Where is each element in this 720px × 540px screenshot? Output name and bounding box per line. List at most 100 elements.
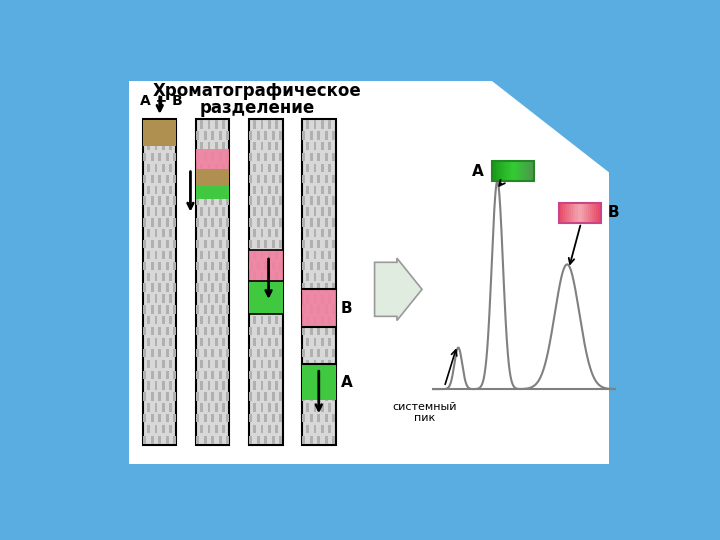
Bar — [249, 197, 252, 205]
Bar — [219, 240, 222, 248]
Bar — [306, 425, 309, 433]
Bar — [155, 273, 158, 281]
Bar — [268, 360, 271, 368]
Bar — [325, 392, 328, 401]
Bar — [253, 294, 256, 303]
Bar — [150, 392, 153, 401]
Bar — [169, 229, 172, 238]
Bar — [264, 414, 267, 422]
Bar — [253, 316, 256, 325]
Bar — [570, 203, 571, 223]
Bar — [143, 240, 146, 248]
Bar — [325, 284, 328, 292]
Bar — [158, 349, 161, 357]
Bar — [271, 370, 274, 379]
Bar — [162, 142, 165, 151]
Bar — [609, 82, 620, 464]
Bar — [276, 294, 279, 303]
Bar — [207, 229, 210, 238]
Bar — [310, 131, 312, 139]
Bar — [328, 273, 331, 281]
Bar — [155, 316, 158, 325]
Bar — [249, 284, 252, 292]
Bar — [328, 381, 331, 390]
Bar — [197, 262, 199, 270]
Bar — [166, 153, 168, 161]
Bar — [226, 174, 229, 183]
Bar — [226, 240, 229, 248]
Bar — [526, 161, 527, 181]
Bar — [143, 349, 146, 357]
Bar — [268, 425, 271, 433]
Bar — [158, 262, 161, 270]
Bar — [276, 120, 279, 129]
Bar — [325, 305, 328, 314]
Bar — [215, 294, 218, 303]
Bar — [503, 161, 504, 181]
Bar — [158, 131, 161, 139]
Bar — [215, 207, 218, 215]
Bar — [318, 131, 320, 139]
Bar — [155, 338, 158, 346]
Bar — [215, 273, 218, 281]
Bar — [162, 338, 165, 346]
Bar — [328, 425, 331, 433]
Bar — [571, 203, 573, 223]
Bar — [310, 218, 312, 227]
Bar — [155, 294, 158, 303]
Bar — [253, 425, 256, 433]
Bar — [219, 392, 222, 401]
Bar — [249, 119, 282, 446]
Bar — [271, 392, 274, 401]
Bar — [166, 327, 168, 335]
Bar — [302, 327, 305, 335]
Bar — [596, 203, 598, 223]
Bar — [279, 305, 282, 314]
Bar — [249, 174, 252, 183]
Bar — [302, 305, 305, 314]
Bar — [268, 142, 271, 151]
Bar — [204, 414, 207, 422]
Bar — [271, 197, 274, 205]
Bar — [150, 262, 153, 270]
Bar — [318, 262, 320, 270]
Bar — [196, 119, 230, 446]
Bar — [328, 294, 331, 303]
Bar — [219, 370, 222, 379]
Bar — [204, 197, 207, 205]
Bar — [261, 229, 264, 238]
Bar — [143, 119, 176, 446]
Bar — [155, 360, 158, 368]
Bar — [173, 197, 176, 205]
Bar — [204, 284, 207, 292]
Bar — [279, 131, 282, 139]
Bar — [276, 142, 279, 151]
Bar — [310, 153, 312, 161]
Bar — [158, 414, 161, 422]
Bar — [310, 174, 312, 183]
Bar — [169, 360, 172, 368]
Bar — [325, 327, 328, 335]
Bar — [261, 142, 264, 151]
Bar — [158, 197, 161, 205]
Bar — [211, 392, 214, 401]
Bar — [332, 305, 335, 314]
Polygon shape — [492, 82, 620, 181]
Bar — [565, 203, 567, 223]
Bar — [321, 251, 324, 259]
Bar — [492, 161, 494, 181]
Bar — [321, 164, 324, 172]
Bar — [222, 142, 225, 151]
Bar — [200, 381, 203, 390]
Bar — [226, 153, 229, 161]
Bar — [513, 161, 515, 181]
Bar — [279, 284, 282, 292]
Bar — [196, 185, 230, 199]
Bar — [264, 197, 267, 205]
Bar — [200, 294, 203, 303]
Bar — [302, 289, 336, 327]
Bar — [318, 284, 320, 292]
Bar — [169, 403, 172, 411]
Bar — [271, 327, 274, 335]
Bar — [279, 240, 282, 248]
